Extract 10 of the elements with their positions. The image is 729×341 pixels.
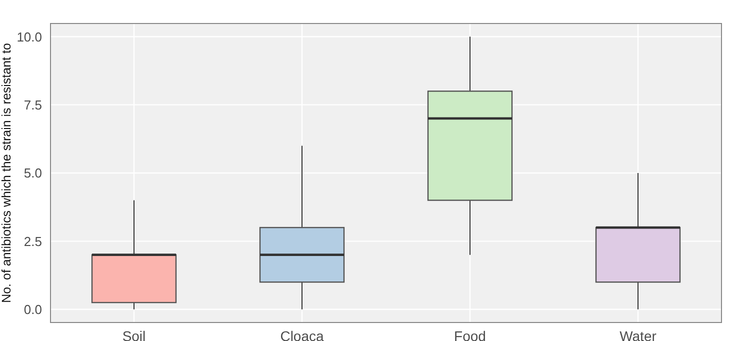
y-tick-label: 2.5 xyxy=(24,234,42,249)
y-tick-label: 10.0 xyxy=(16,29,42,44)
x-tick-label: Food xyxy=(454,328,486,341)
y-tick-label: 5.0 xyxy=(24,166,42,181)
y-axis-title: No. of antibiotics which the strain is resistant to xyxy=(0,43,14,303)
x-tick-label: Water xyxy=(620,328,657,341)
y-tick-label: 0.0 xyxy=(24,302,42,317)
x-tick-label: Soil xyxy=(122,328,146,341)
x-tick-label: Cloaca xyxy=(280,328,324,341)
y-tick-label: 7.5 xyxy=(24,97,42,112)
